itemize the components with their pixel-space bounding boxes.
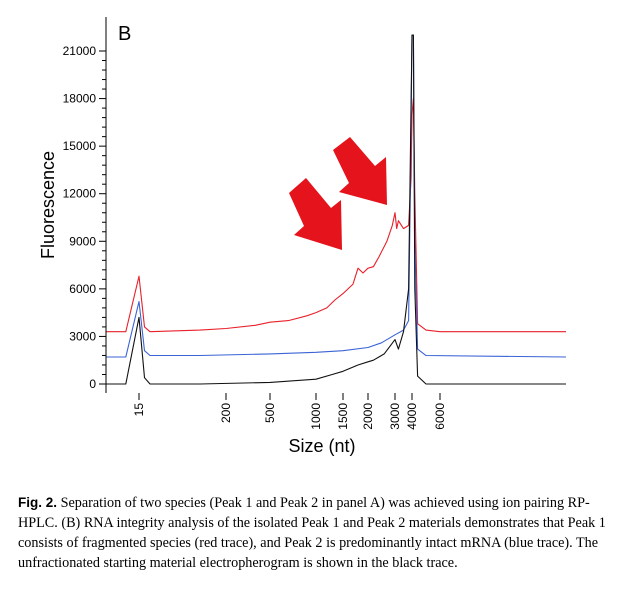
x-tick-label: 15 [132, 403, 146, 417]
y-tick-label: 15000 [63, 139, 97, 153]
x-tick-label: 6000 [433, 403, 447, 430]
annotation-arrows [289, 137, 387, 250]
caption-text: Separation of two species (Peak 1 and Pe… [18, 495, 606, 571]
y-tick-label: 12000 [63, 187, 97, 201]
chart-figure: 0 3000 6000 9000 12000 15000 18000 21000 15 200 5… [38, 17, 566, 456]
figure-caption: Fig. 2. Separation of two species (Peak … [18, 493, 610, 573]
y-axis-ticks: 0 3000 6000 9000 12000 15000 18000 21000 [63, 44, 106, 391]
y-axis-title: Fluorescence [38, 151, 58, 259]
caption-label: Fig. 2. [18, 495, 58, 510]
x-tick-label: 4000 [405, 403, 419, 430]
x-axis-title: Size (nt) [288, 436, 355, 456]
x-axis-ticks: 15 200 500 1000 1500 2000 3000 4000 6000 [132, 393, 447, 430]
y-tick-label: 6000 [69, 282, 96, 296]
y-tick-label: 0 [89, 377, 96, 391]
x-tick-label: 1500 [336, 403, 350, 430]
y-tick-label: 18000 [63, 92, 97, 106]
x-tick-label: 1000 [309, 403, 323, 430]
trace-line-2 [106, 34, 566, 385]
x-tick-label: 200 [219, 403, 233, 423]
panel-label: B [118, 23, 131, 45]
y-tick-label: 9000 [69, 234, 96, 248]
y-tick-label: 3000 [69, 329, 96, 343]
y-tick-label: 21000 [63, 44, 97, 58]
trace-line-1 [106, 34, 566, 358]
x-tick-label: 2000 [361, 403, 375, 430]
x-tick-label: 500 [263, 403, 277, 423]
annotation-arrow-1 [289, 178, 342, 250]
x-tick-label: 3000 [388, 403, 402, 430]
annotation-arrow-2 [333, 137, 387, 205]
trace-group [106, 34, 566, 385]
trace-line-0 [106, 98, 566, 333]
